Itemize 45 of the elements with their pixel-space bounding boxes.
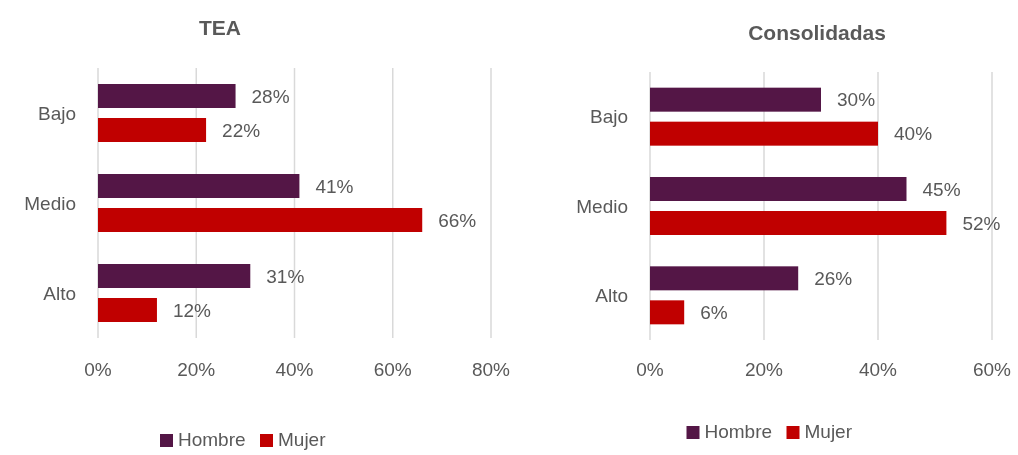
bar	[98, 84, 236, 108]
bar	[650, 300, 685, 325]
x-tick-label: 40%	[858, 359, 898, 380]
data-label: 6%	[700, 301, 728, 323]
y-tick-label: Medio	[576, 195, 628, 217]
y-tick-label: Bajo	[589, 106, 628, 128]
data-label: 28%	[251, 85, 290, 107]
x-tick-label: 0%	[84, 359, 112, 380]
y-tick-label: Alto	[595, 284, 628, 306]
data-label: 52%	[962, 212, 1001, 234]
y-tick-label: Medio	[24, 192, 76, 214]
legend-label: Mujer	[278, 429, 327, 450]
bar	[650, 87, 821, 112]
x-tick-label: 60%	[373, 359, 412, 380]
legend-label: Mujer	[804, 421, 853, 442]
data-label: 30%	[837, 89, 876, 111]
data-label: 66%	[438, 209, 477, 231]
x-tick-label: 20%	[177, 359, 216, 380]
x-tick-label: 80%	[471, 359, 511, 380]
bar	[650, 211, 947, 235]
y-tick-label: Bajo	[37, 102, 76, 124]
data-label: 40%	[894, 123, 933, 145]
bar	[650, 121, 878, 146]
x-tick-label: 0%	[636, 359, 664, 380]
bar	[650, 177, 907, 201]
x-tick-label: 60%	[972, 359, 1012, 380]
y-tick-label: Alto	[43, 282, 76, 304]
chart-title: Consolidadas	[748, 21, 886, 44]
x-tick-label: 40%	[275, 359, 314, 380]
bar	[98, 174, 300, 198]
x-tick-label: 20%	[744, 359, 784, 380]
bar	[98, 298, 157, 322]
bar	[98, 264, 251, 288]
chart-title: TEA	[199, 16, 241, 39]
bar	[98, 208, 423, 232]
data-label: 22%	[222, 119, 261, 141]
data-label: 31%	[266, 265, 305, 287]
bar	[98, 118, 207, 142]
bar	[650, 266, 799, 291]
data-label: 26%	[814, 267, 853, 289]
data-label: 12%	[172, 299, 212, 321]
data-label: 41%	[315, 175, 354, 197]
legend-label: Hombre	[704, 421, 773, 442]
legend-label: Hombre	[178, 429, 246, 450]
data-label: 45%	[922, 178, 961, 200]
